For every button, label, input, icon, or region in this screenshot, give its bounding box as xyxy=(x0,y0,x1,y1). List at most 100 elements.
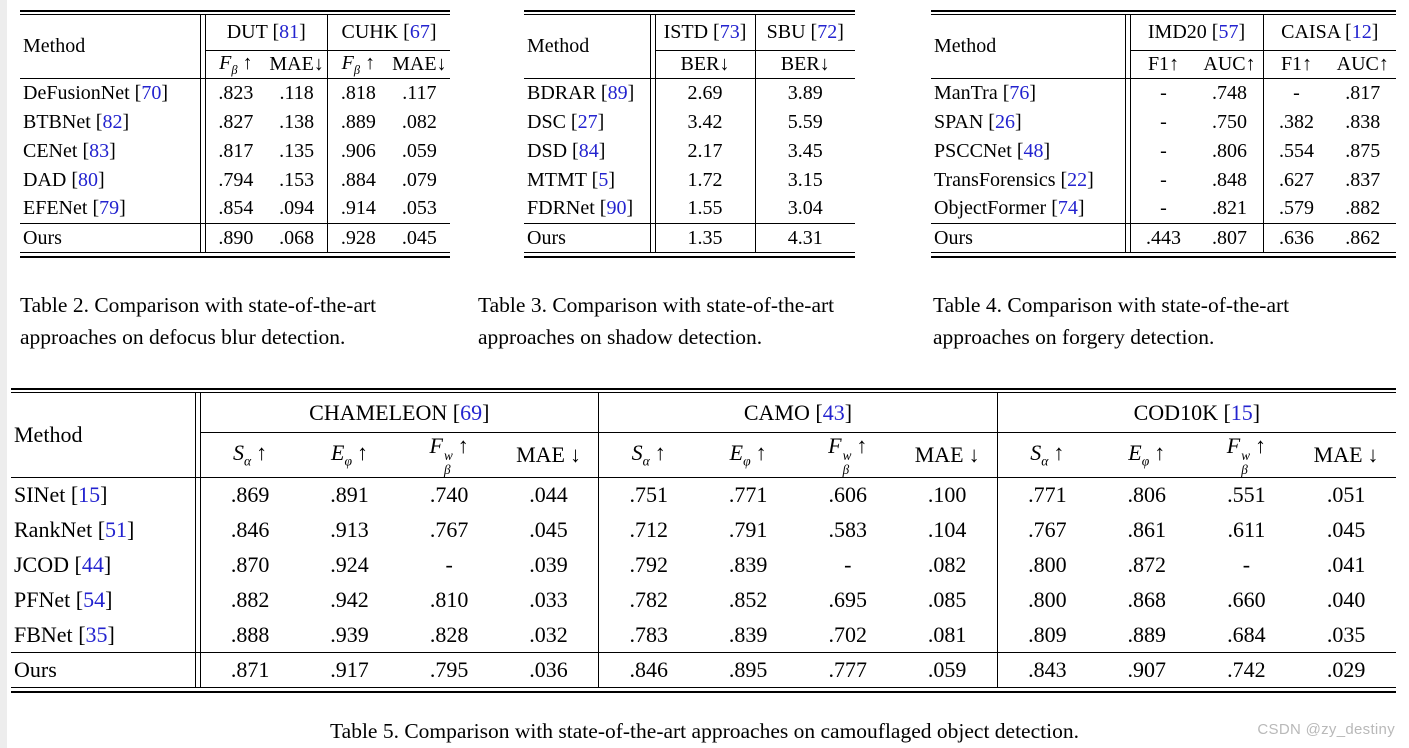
citation-ref[interactable]: 82 xyxy=(102,110,123,133)
citation-ref[interactable]: 15 xyxy=(78,482,101,508)
arrow-up-icon: ↑ xyxy=(1169,53,1180,75)
value-cell: .837 xyxy=(1345,168,1381,191)
citation-ref[interactable]: 70 xyxy=(141,81,162,104)
citation-ref[interactable]: 81 xyxy=(279,21,300,43)
table-3-shadow-detection: Method ISTD [73] SBU [72] BER↓ BER↓ BDRAR [89… xyxy=(524,10,855,258)
ours-row: Ours 1.35 4.31 xyxy=(524,223,855,253)
value-cell: .806 xyxy=(1127,482,1166,508)
double-rule-separator xyxy=(199,165,206,195)
citation-ref[interactable]: 79 xyxy=(99,197,120,220)
citation-ref[interactable]: 12 xyxy=(1351,21,1372,43)
citation-ref[interactable]: 54 xyxy=(83,586,106,612)
citation-ref[interactable]: 5 xyxy=(598,168,609,191)
value-cell: .869 xyxy=(230,482,270,508)
value-cell: .443 xyxy=(1130,223,1197,253)
value-cell: .777 xyxy=(797,651,898,688)
table-4-caption: Table 4. Comparison with state-of-the-ar… xyxy=(933,289,1289,353)
table-header: Method IMD20 [57] CAISA [12] F1↑ AUC↑ F1↑ AUC↑ xyxy=(931,14,1396,79)
citation-ref[interactable]: 15 xyxy=(1230,399,1253,425)
double-rule-separator xyxy=(649,78,656,108)
arrow-up-icon: ↑ xyxy=(1245,53,1256,75)
citation-ref[interactable]: 35 xyxy=(85,621,108,647)
citation-ref[interactable]: 74 xyxy=(1057,197,1078,220)
citation-ref[interactable]: 48 xyxy=(1023,139,1044,162)
value-cell: .079 xyxy=(401,168,437,191)
value-cell: .913 xyxy=(330,516,369,542)
citation-ref[interactable]: 83 xyxy=(89,139,110,162)
arrow-up-icon: ↑ xyxy=(242,51,253,74)
value-cell: .888 xyxy=(230,621,270,647)
citation-ref[interactable]: 73 xyxy=(719,21,740,43)
table-header: Method DUT [81] CUHK [67] Fβ ↑ MAE↓ Fβ ↑ MAE↓ xyxy=(20,14,450,79)
metric-header: Sα ↑ xyxy=(996,432,1097,478)
page-edge xyxy=(0,0,7,748)
metric-header: BER↓ xyxy=(655,50,755,79)
citation-ref[interactable]: 51 xyxy=(105,516,128,542)
value-cell: .882 xyxy=(1345,197,1381,220)
citation-ref[interactable]: 90 xyxy=(606,197,627,220)
value-cell: .382 xyxy=(1262,107,1330,137)
citation-ref[interactable]: 72 xyxy=(817,21,838,43)
method-row: BTBNet [82] .827 .138 .889 .082 xyxy=(20,107,450,137)
table-body: ManTra [76] - .748- .817 SPAN [26] - .750.382.… xyxy=(931,78,1396,253)
citation-ref[interactable]: 67 xyxy=(409,21,430,43)
metric-subscript: α xyxy=(244,453,252,469)
citation-ref[interactable]: 22 xyxy=(1067,168,1088,191)
comparison-table-forgery: Method IMD20 [57] CAISA [12] F1↑ AUC↑ F1↑ AUC↑… xyxy=(931,14,1396,253)
metric-header: Eφ ↑ xyxy=(698,432,798,478)
value-cell: .039 xyxy=(529,551,568,577)
value-cell: .890 xyxy=(205,223,267,253)
arrow-down-icon: ↓ xyxy=(968,441,980,467)
metric-superscript: w xyxy=(842,448,852,464)
value-cell: .033 xyxy=(529,586,568,612)
citation-ref[interactable]: 80 xyxy=(78,168,99,191)
metric-header: MAE↓ xyxy=(498,432,599,478)
citation-ref[interactable]: 89 xyxy=(607,81,628,104)
value-cell: .035 xyxy=(1326,621,1366,647)
method-name: CAMO xyxy=(743,399,810,425)
header-row-datasets: Method ISTD [73] SBU [72] xyxy=(524,14,855,79)
value-cell: .846 xyxy=(230,516,270,542)
value-cell: 2.69 xyxy=(687,81,723,104)
value-cell: .791 xyxy=(728,516,768,542)
header-row-datasets: Method CHAMELEON [69] CAMO [43] COD10K [15] xyxy=(11,392,1396,478)
method-cell: Ours xyxy=(524,223,650,253)
citation-ref[interactable]: 44 xyxy=(81,551,104,577)
double-rule-separator xyxy=(194,477,201,513)
dataset-header: CAMO [43] xyxy=(598,392,998,433)
arrow-up-icon: ↑ xyxy=(856,433,868,458)
value-cell: .852 xyxy=(728,586,768,612)
value-cell: .059 xyxy=(897,651,998,688)
value-cell: .854 xyxy=(218,197,254,220)
method-name: SINet xyxy=(14,482,66,508)
double-rule-separator xyxy=(199,194,206,224)
metric-header: MAE↓ xyxy=(1296,432,1396,478)
value-cell: .848 xyxy=(1212,168,1247,191)
metric-superscript: w xyxy=(1241,448,1251,464)
value-cell: 4.31 xyxy=(754,223,855,253)
citation-ref[interactable]: 84 xyxy=(578,139,599,162)
value-cell: 3.42 xyxy=(687,110,723,133)
metric-name: AUC xyxy=(1203,53,1246,75)
method-cell: DAD [80] xyxy=(23,168,105,191)
value-cell: .875 xyxy=(1345,139,1381,162)
citation-ref[interactable]: 57 xyxy=(1218,21,1239,43)
value-cell: 2.17 xyxy=(687,139,723,162)
value-cell: .036 xyxy=(498,651,599,688)
citation-ref[interactable]: 27 xyxy=(577,110,598,133)
value-cell: .895 xyxy=(698,651,798,688)
value-cell: .117 xyxy=(402,81,437,104)
method-name: MTMT xyxy=(527,168,587,191)
method-cell: Ours xyxy=(11,651,195,688)
metric-header: MAE↓ xyxy=(266,50,328,79)
table-2-caption: Table 2. Comparison with state-of-the-ar… xyxy=(20,289,376,353)
citation-ref[interactable]: 26 xyxy=(994,110,1015,133)
value-cell: .767 xyxy=(429,516,469,542)
value-cell: 1.72 xyxy=(687,168,723,191)
citation-ref[interactable]: 69 xyxy=(460,399,483,425)
citation-ref[interactable]: 76 xyxy=(1009,81,1030,104)
citation-ref[interactable]: 43 xyxy=(822,399,845,425)
method-cell: FDRNet [90] xyxy=(527,197,634,220)
